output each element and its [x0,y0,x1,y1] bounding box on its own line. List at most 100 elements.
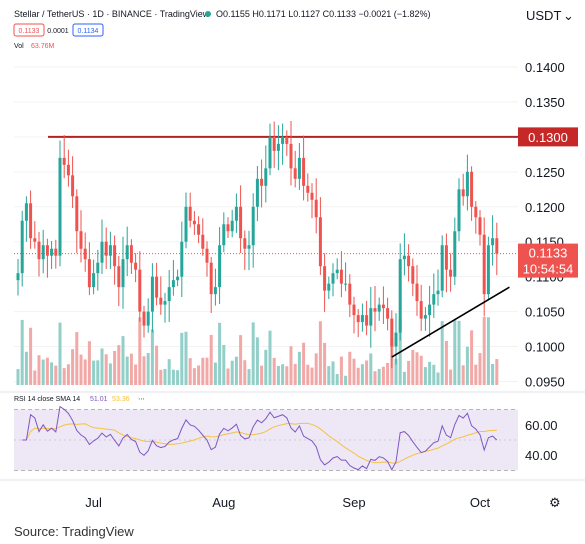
volume-bar [272,357,276,385]
volume-value: 63.76M [31,43,55,50]
candle-body [159,297,163,305]
volume-bar [381,366,385,385]
candle-body [134,262,138,270]
date-tick-label: Sep [342,495,365,510]
buy-price: 0.1134 [78,28,99,35]
volume-bar [457,320,461,385]
volume-bar [386,362,390,385]
candle-body [222,224,226,246]
volume-bar [104,354,108,385]
volume-bar [306,364,310,385]
candle-body [150,276,154,312]
volume-bar [33,370,37,385]
volume-bar [16,369,20,385]
volume-bar [440,321,444,385]
candle-body [461,189,465,197]
volume-bar [281,364,285,385]
sell-price-box[interactable] [13,23,45,37]
volume-bar [108,363,112,385]
volume-bar [180,332,184,385]
sell-price: 0.1133 [19,28,40,35]
rsi-settings-icon[interactable]: ⋯ [138,396,145,403]
volume-bar [344,375,348,385]
volume-bar [339,356,343,385]
candle-body [491,238,495,246]
candle-body [344,283,348,285]
source-caption: Source: TradingView [14,524,134,539]
volume-bar [66,364,70,385]
candle-body [121,259,125,288]
volume-bar [264,349,268,385]
volume-bar [491,363,495,385]
volume-bar [365,360,369,385]
volume-bar [461,365,465,385]
volume-bar [176,370,180,385]
support-trendline [391,286,510,358]
volume-bar [239,335,243,385]
candle-body [24,203,28,221]
volume-bar [348,351,352,385]
spread-value: 0.0001 [47,28,69,35]
last-price-label-bg [518,243,578,278]
candle-body [100,241,104,263]
candle-body [373,308,377,312]
volume-bar [297,351,301,385]
candle-body [29,203,33,239]
candle-body [398,259,402,333]
volume-bar [419,355,423,385]
settings-gear-icon[interactable]: ⚙ [549,495,561,510]
date-tick-label: Aug [212,495,235,510]
volume-bar [268,330,272,385]
candle-body [117,266,121,288]
candle-body [331,273,335,284]
volume-bar [20,319,24,385]
volume-bar [159,369,163,385]
volume-bar [142,356,146,385]
candle-body [209,262,213,295]
candle-body [436,290,440,295]
candle-body [402,255,406,260]
volume-bar [113,350,117,385]
volume-bar [129,353,133,385]
rsi-tick-label: 40.00 [525,448,558,463]
volume-bar [314,353,318,385]
volume-bar [373,371,377,385]
candle-body [352,304,356,316]
candle-body [281,136,285,144]
candle-body [104,241,108,256]
volume-bar [331,361,335,385]
volume-bar [352,358,356,385]
volume-bar [201,357,205,385]
volume-bar [163,368,167,385]
volume-bar [335,374,339,385]
volume-bar [205,357,209,385]
candle-body [335,269,339,274]
volume-bar [423,367,427,385]
volume-bar [192,368,196,385]
volume-bar [58,322,62,385]
rsi-sma-line [22,422,497,464]
rsi-tick-label: 60.00 [525,418,558,433]
axis-dropdown-icon[interactable]: ⌄ [563,8,574,23]
candle-body [167,287,171,302]
price-tick-label: 0.1350 [525,95,565,110]
candle-body [138,269,142,312]
candle-body [83,248,87,260]
volume-bar [213,362,217,385]
volume-bar [167,359,171,385]
volume-bar [474,364,478,385]
rsi-sma-value: 53.36 [112,396,130,403]
candle-body [92,273,96,288]
buy-price-box[interactable] [72,23,104,37]
resistance-label-bg [518,127,578,147]
candle-body [323,266,327,291]
candle-body [394,332,398,347]
candle-body [428,304,432,316]
candle-body [234,206,238,221]
volume-bar [470,330,474,385]
volume-bar [92,360,96,385]
candle-body [58,157,62,256]
candle-body [146,311,150,326]
last-price-label: 0.1133 [529,246,568,261]
time-axis-ticks: Jul Aug Sep Oct [85,495,490,510]
